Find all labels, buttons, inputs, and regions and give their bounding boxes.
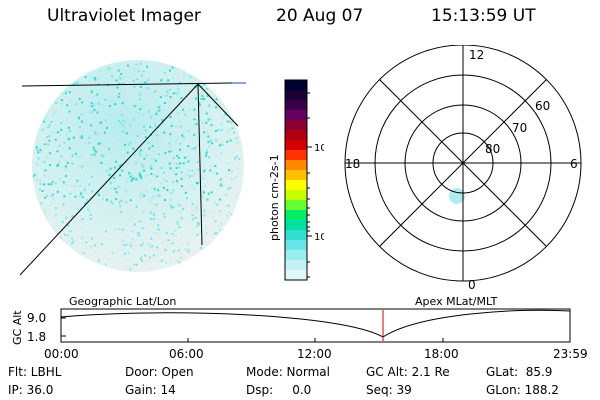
polar-ring-60 <box>374 74 552 252</box>
colorbar-cell <box>285 210 307 221</box>
colorbar-cell <box>285 270 307 281</box>
altitude-timeline: 9.0 1.8 GC Alt <box>11 308 571 345</box>
colorbar-cell <box>285 250 307 261</box>
polar-ring-70 <box>404 104 522 222</box>
dsp-field: Dsp: 0.0 <box>246 383 312 397</box>
mlt-label-18: 18 <box>345 157 360 171</box>
x-tick-0000: 00:00 <box>44 347 79 361</box>
mlt-label-0: 0 <box>468 278 476 292</box>
polar-plot: 12 18 6 0 60 70 80 <box>344 45 582 292</box>
date-label: 20 Aug 07 <box>276 6 364 26</box>
mode-field: Mode: Normal <box>246 365 330 379</box>
filter-field: Flt: LBHL <box>8 365 62 379</box>
geo-latitude-field: GLat: 85.9 <box>486 365 553 379</box>
colorbar-cell <box>285 90 307 101</box>
geo-longitude-field: GLon: 188.2 <box>486 383 559 397</box>
polar-ring-outer <box>344 45 582 282</box>
colorbar-cell <box>285 200 307 211</box>
mlt-label-6: 6 <box>570 157 578 171</box>
lat-label-80: 80 <box>485 142 500 156</box>
gc-altitude-field: GC Alt: 2.1 Re <box>366 365 450 379</box>
lat-label-60: 60 <box>535 99 550 113</box>
y-tick-1-8: 1.8 <box>27 330 46 344</box>
polar-aurora-spot <box>449 188 465 204</box>
geographic-image <box>19 60 246 276</box>
colorbar-cell <box>285 220 307 231</box>
colorbar-cell <box>285 110 307 121</box>
colorbar-cell <box>285 80 307 91</box>
x-tick-1800: 18:00 <box>424 347 459 361</box>
geographic-label: Geographic Lat/Lon <box>69 295 177 308</box>
timeline-frame <box>60 308 571 343</box>
colorbar-cell <box>285 130 307 141</box>
colorbar-unit-label: photon cm-2s-1 <box>268 154 281 241</box>
x-tick-2359: 23:59 <box>553 347 588 361</box>
colorbar-cell <box>285 230 307 241</box>
colorbar-tick-100: 100 <box>314 143 324 154</box>
colorbar-cell <box>285 240 307 251</box>
colorbar-cell <box>285 140 307 151</box>
ip-field: IP: 36.0 <box>8 383 54 397</box>
x-tick-1200: 12:00 <box>297 347 332 361</box>
colorbar-cell <box>285 120 307 131</box>
instrument-title: Ultraviolet Imager <box>47 6 201 26</box>
colorbar-cell <box>285 170 307 181</box>
polar-ring-80 <box>432 132 494 194</box>
door-field: Door: Open <box>125 365 194 379</box>
mlt-label-12: 12 <box>469 48 484 62</box>
colorbar: 100 10 photon cm-2s-1 <box>268 79 324 281</box>
sequence-field: Seq: 39 <box>366 383 412 397</box>
colorbar-cell <box>285 260 307 271</box>
grid-lines <box>19 82 239 276</box>
gain-field: Gain: 14 <box>125 383 176 397</box>
apex-label: Apex MLat/MLT <box>415 295 498 308</box>
y-tick-9: 9.0 <box>27 311 46 325</box>
colorbar-cell <box>285 180 307 191</box>
time-label: 15:13:59 UT <box>431 6 536 26</box>
x-tick-0600: 06:00 <box>169 347 204 361</box>
colorbar-frame <box>284 79 308 281</box>
colorbar-cell <box>285 150 307 161</box>
altitude-curve <box>60 309 571 338</box>
colorbar-tick-10: 10 <box>314 232 324 243</box>
colorbar-cell <box>285 100 307 111</box>
lat-label-70: 70 <box>512 121 527 135</box>
colorbar-cell <box>285 190 307 201</box>
colorbar-cell <box>285 160 307 171</box>
y-axis-title: GC Alt <box>11 310 24 345</box>
